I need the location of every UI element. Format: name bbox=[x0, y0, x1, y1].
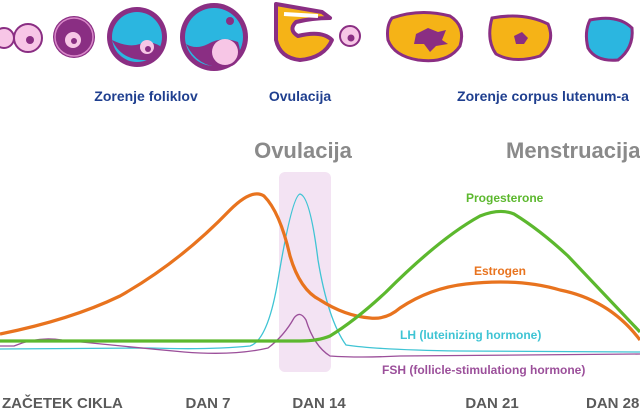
label-follicle-maturation: Zorenje foliklov bbox=[94, 88, 198, 104]
day-label-28: DAN 28 bbox=[586, 395, 639, 412]
corpus-luteum-mid bbox=[488, 14, 553, 61]
follicle-stage-illustrations bbox=[0, 3, 248, 71]
corpus-luteum-regressing bbox=[584, 16, 634, 62]
label-ovulation-stage: Ovulacija bbox=[269, 88, 331, 104]
day-label-7: DAN 7 bbox=[185, 395, 230, 412]
follicle-mature bbox=[180, 3, 248, 71]
follicle-secondary bbox=[107, 7, 167, 67]
curve-estrogen bbox=[0, 192, 640, 341]
label-fsh: FSH (follicle-stimulationg hormone) bbox=[382, 363, 585, 377]
curve-progesterone bbox=[0, 209, 640, 343]
ovulation-illustration bbox=[274, 2, 361, 62]
day-label-14: DAN 14 bbox=[292, 395, 346, 412]
corpus-luteum-illustrations bbox=[386, 11, 634, 63]
follicle-small bbox=[13, 23, 43, 53]
day-label-start: ZAČETEK CIKLA bbox=[2, 394, 123, 412]
curve-lh bbox=[0, 193, 640, 353]
label-progesterone: Progesterone bbox=[466, 191, 544, 205]
follicle-tiny-1 bbox=[0, 27, 15, 49]
corpus-luteum-early bbox=[386, 11, 464, 63]
label-lh: LH (luteinizing hormone) bbox=[400, 328, 541, 342]
label-estrogen: Estrogen bbox=[474, 264, 526, 278]
event-ovulation: Ovulacija bbox=[254, 138, 353, 163]
event-menstruation: Menstruacija bbox=[506, 138, 640, 163]
follicle-primary bbox=[53, 16, 95, 58]
day-label-21: DAN 21 bbox=[465, 395, 518, 412]
label-corpus-luteum-maturation: Zorenje corpus lutenum-a bbox=[457, 88, 629, 104]
